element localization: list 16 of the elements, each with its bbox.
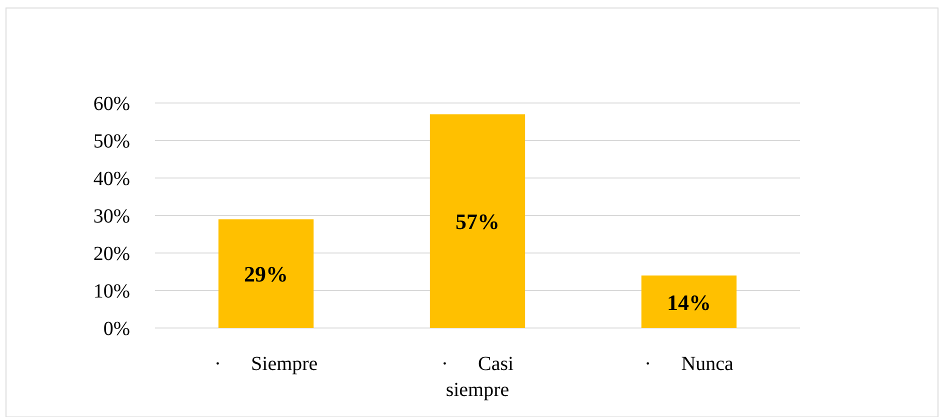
bar: [430, 114, 526, 328]
y-tick-label: 50%: [93, 130, 130, 152]
bar: [641, 276, 737, 328]
bar: [218, 219, 314, 328]
data-label: 57%: [456, 209, 500, 234]
x-tick-label: · Nunca: [644, 353, 734, 375]
y-tick-label: 20%: [93, 243, 130, 265]
x-tick-label: · Casi siempre: [441, 353, 514, 401]
data-label: 14%: [666, 290, 711, 315]
y-tick-label: 40%: [93, 168, 130, 190]
y-tick-label: 30%: [93, 206, 130, 228]
y-tick-label: 10%: [93, 280, 130, 302]
y-tick-label: 60%: [93, 93, 130, 115]
x-tick-label: · Siempre: [214, 353, 318, 375]
data-label: 29%: [244, 262, 288, 287]
y-tick-label: 0%: [103, 318, 130, 340]
